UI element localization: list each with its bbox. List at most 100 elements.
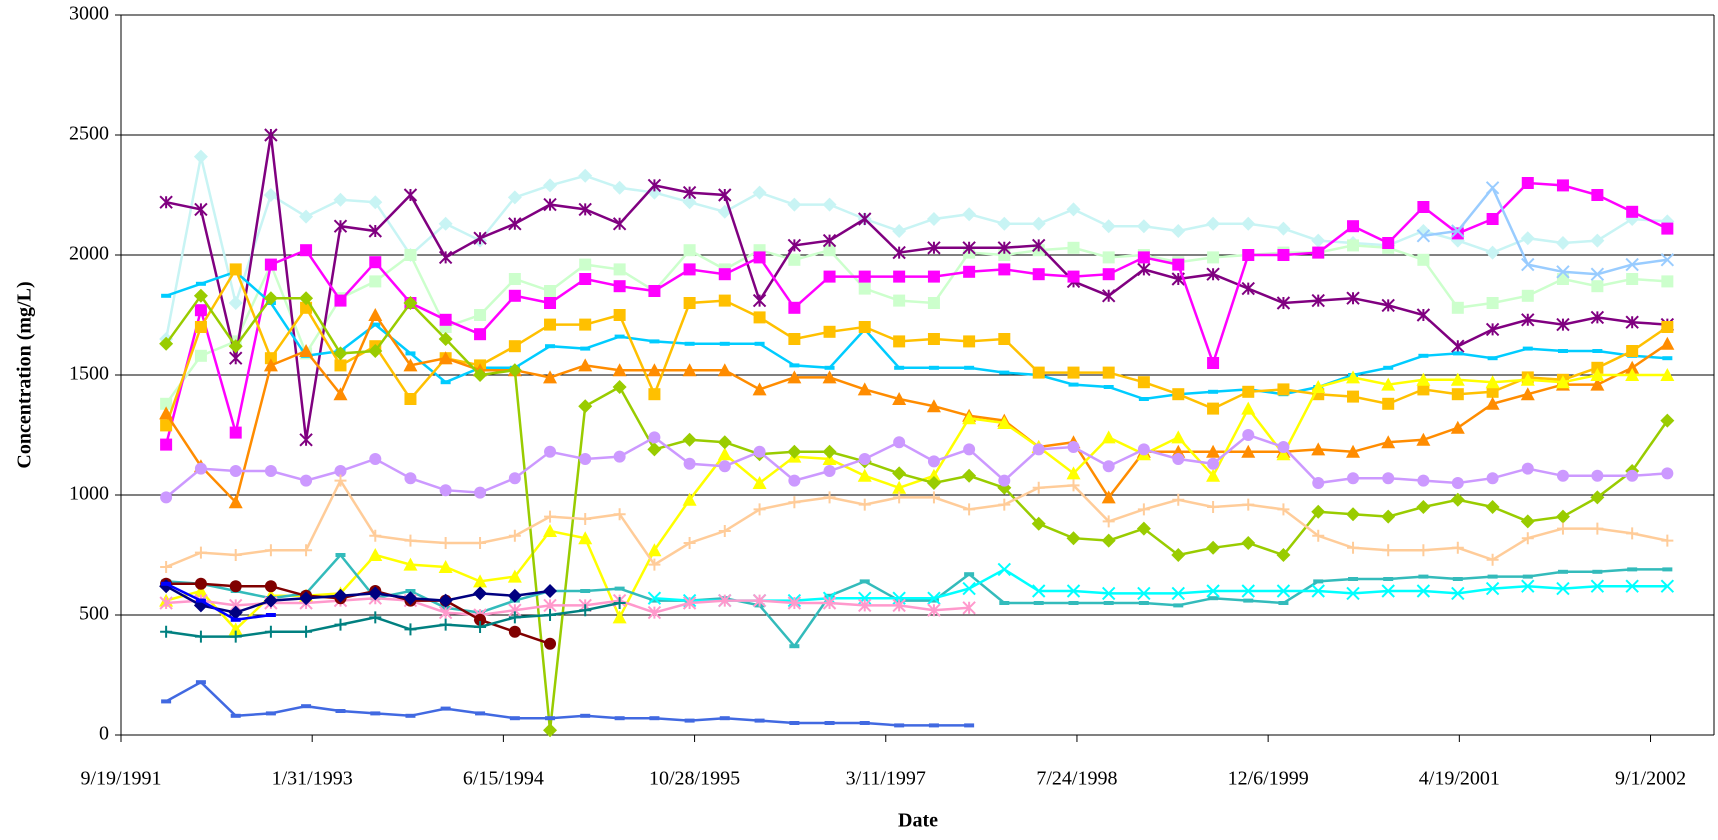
marker: [543, 178, 558, 193]
marker: [1067, 479, 1080, 492]
marker: [159, 596, 173, 610]
marker: [1417, 383, 1430, 396]
marker: [1522, 346, 1533, 351]
marker: [369, 453, 382, 465]
marker: [1485, 181, 1500, 195]
marker: [612, 363, 627, 377]
marker: [1661, 275, 1674, 288]
marker: [578, 531, 593, 545]
marker: [368, 344, 383, 358]
marker: [1032, 443, 1045, 456]
marker: [823, 465, 836, 477]
marker: [717, 363, 732, 377]
marker: [474, 309, 487, 321]
marker: [1521, 177, 1534, 189]
marker: [507, 190, 522, 205]
marker: [1485, 245, 1500, 260]
x-tick-label: 9/1/2002: [1615, 768, 1686, 790]
marker: [1521, 462, 1534, 475]
marker: [648, 285, 661, 297]
marker: [578, 168, 593, 183]
marker: [300, 625, 313, 638]
marker: [1032, 584, 1046, 598]
marker: [369, 611, 382, 624]
marker: [439, 618, 452, 631]
marker: [858, 498, 871, 511]
marker: [647, 178, 662, 193]
marker: [1627, 567, 1638, 572]
marker: [823, 270, 836, 283]
marker: [1382, 544, 1395, 557]
marker: [682, 432, 697, 447]
marker: [1311, 504, 1326, 519]
marker: [160, 419, 173, 432]
marker: [1311, 293, 1325, 308]
marker: [1207, 457, 1220, 470]
marker: [682, 185, 697, 200]
marker: [754, 341, 765, 346]
marker: [1556, 265, 1570, 279]
marker: [1103, 385, 1114, 389]
marker: [265, 613, 276, 617]
marker: [543, 370, 558, 384]
x-tick-label: 6/15/1994: [463, 768, 544, 790]
marker: [614, 716, 625, 721]
marker: [1066, 584, 1081, 598]
marker: [1452, 577, 1463, 581]
marker: [858, 282, 871, 295]
y-axis-title: Concentration (mg/L): [14, 281, 36, 468]
marker: [997, 241, 1012, 255]
marker: [997, 216, 1012, 231]
marker: [1450, 372, 1465, 386]
marker: [1591, 189, 1604, 201]
marker: [649, 598, 660, 603]
marker: [1383, 577, 1394, 581]
marker: [683, 537, 696, 549]
marker: [439, 537, 452, 549]
marker: [1626, 345, 1639, 357]
marker: [1137, 251, 1150, 264]
marker: [1346, 370, 1361, 384]
marker: [1278, 601, 1289, 605]
marker: [1521, 313, 1535, 327]
marker: [1068, 601, 1079, 605]
marker: [1241, 281, 1255, 296]
marker: [753, 445, 766, 458]
marker: [787, 444, 802, 459]
marker: [229, 580, 242, 593]
marker: [228, 296, 243, 310]
marker: [473, 586, 488, 601]
marker: [648, 388, 661, 401]
series-line: [165, 134, 1668, 440]
marker: [544, 609, 557, 621]
marker: [928, 723, 939, 728]
marker: [1592, 349, 1603, 353]
marker: [1590, 377, 1605, 391]
marker: [579, 604, 592, 617]
marker: [719, 341, 730, 346]
marker: [1101, 289, 1116, 303]
marker: [1067, 441, 1080, 453]
series-line: [165, 270, 1668, 401]
marker: [508, 472, 521, 485]
marker: [1067, 270, 1080, 283]
marker: [579, 453, 592, 465]
marker: [1590, 267, 1605, 281]
marker: [1485, 322, 1500, 337]
marker: [438, 250, 453, 265]
marker: [893, 270, 906, 283]
marker: [1312, 529, 1325, 542]
marker: [580, 589, 591, 593]
marker: [1626, 205, 1639, 218]
marker: [1486, 213, 1499, 225]
y-tick-label: 500: [79, 603, 109, 625]
marker: [647, 442, 662, 457]
marker: [1591, 522, 1604, 535]
marker: [963, 503, 976, 516]
marker: [1347, 239, 1360, 252]
marker: [194, 321, 207, 333]
marker: [1206, 540, 1221, 555]
series-line: [165, 312, 1669, 505]
marker: [1138, 397, 1149, 401]
